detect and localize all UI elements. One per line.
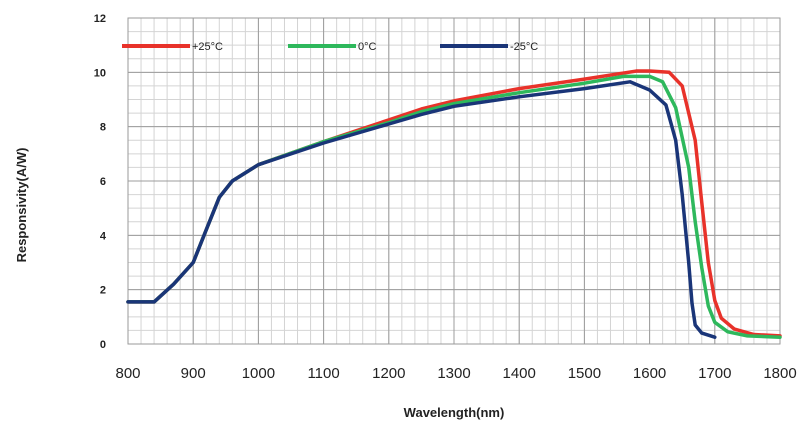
x-tick-labels: 800 900 1000 1100 1200 1300 1400 1500 1600 1700 18…: [115, 365, 796, 382]
x-tick-label: 1800: [763, 365, 796, 382]
x-tick-label: 900: [181, 365, 206, 382]
y-tick-label: 2: [100, 285, 106, 297]
y-tick-label: 8: [100, 122, 106, 134]
y-tick-label: 12: [94, 13, 106, 25]
plot-frame: [127, 17, 781, 345]
x-tick-label: 1300: [437, 365, 470, 382]
legend-label-2: -25°C: [510, 41, 538, 53]
legend: +25°C 0°C -25°C: [122, 41, 538, 53]
y-tick-label: 4: [100, 230, 107, 242]
legend-label-0: +25°C: [192, 41, 223, 53]
series-layer: [126, 69, 782, 339]
series-line-2: [126, 80, 717, 339]
x-tick-label: 1100: [307, 365, 339, 382]
legend-label-1: 0°C: [358, 41, 377, 53]
y-axis-label: Responsivity(A/W): [14, 148, 29, 263]
x-tick-label: 1400: [503, 365, 536, 382]
y-tick-labels: 0 2 4 6 8 10 12: [94, 13, 107, 351]
y-tick-label: 6: [100, 176, 106, 188]
y-tick-label: 0: [100, 339, 106, 351]
x-tick-label: 800: [115, 365, 140, 382]
y-tick-label: 10: [94, 67, 106, 79]
x-axis-label: Wavelength(nm): [404, 405, 505, 420]
x-tick-label: 1500: [568, 365, 601, 382]
x-tick-label: 1200: [372, 365, 405, 382]
x-tick-label: 1700: [698, 365, 731, 382]
x-tick-label: 1000: [242, 365, 275, 382]
x-tick-label: 1600: [633, 365, 666, 382]
